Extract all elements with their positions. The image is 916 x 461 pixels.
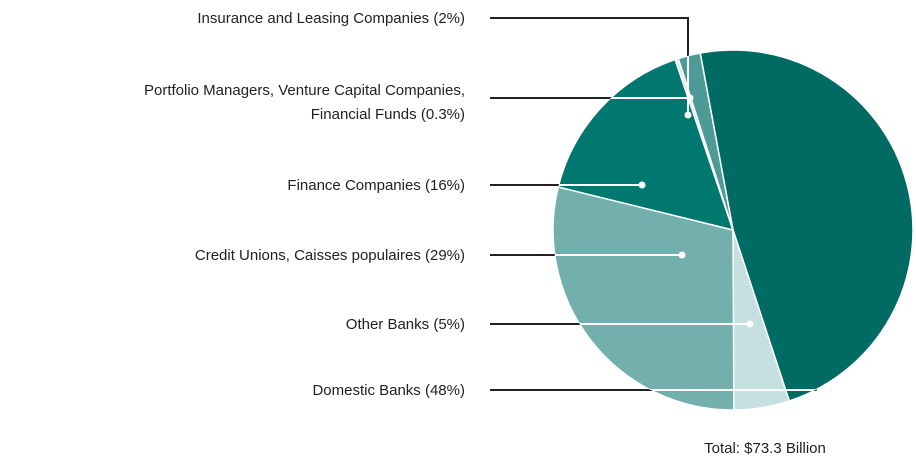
pie-slice <box>552 186 735 411</box>
total-annotation: Total: $73.3 Billion <box>704 440 826 457</box>
leader-dot <box>684 111 692 119</box>
slice-label: Other Banks (5%) <box>346 316 465 333</box>
slice-label: Portfolio Managers, Venture Capital Comp… <box>144 82 465 123</box>
leader-dot <box>678 251 686 259</box>
pie-slice <box>699 49 914 402</box>
slice-label: Finance Companies (16%) <box>287 177 465 194</box>
slice-label: Domestic Banks (48%) <box>312 382 465 399</box>
leader-dot <box>816 387 824 395</box>
leader-dot <box>746 320 754 328</box>
slice-label: Credit Unions, Caisses populaires (29%) <box>195 247 465 264</box>
leader-line-inner <box>553 50 689 115</box>
slice-label: Insurance and Leasing Companies (2%) <box>197 10 465 27</box>
leader-dot <box>638 181 646 189</box>
